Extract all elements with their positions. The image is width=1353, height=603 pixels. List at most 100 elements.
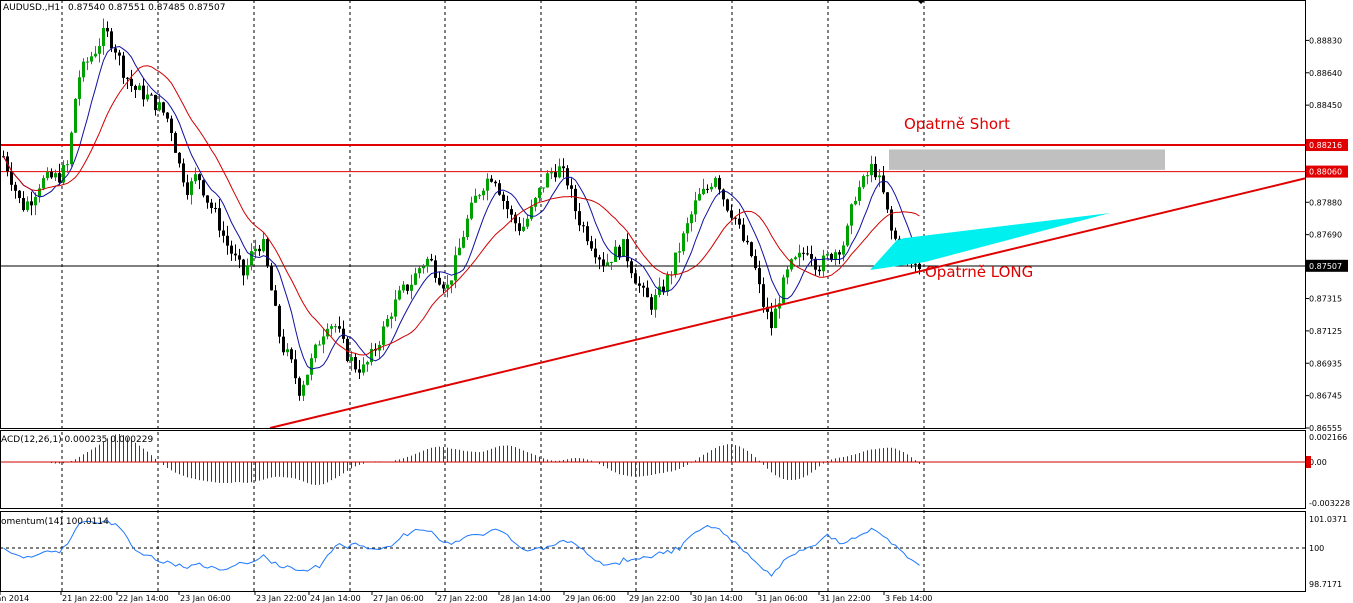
candle-body (462, 236, 465, 248)
candle-body (42, 178, 45, 189)
candle-body (574, 188, 577, 212)
candle-body (714, 178, 717, 187)
candle-body (814, 258, 817, 270)
momentum-label: omentum(14) 100.0114 (1, 517, 109, 527)
candle-body (310, 358, 313, 375)
candle-body (506, 200, 509, 210)
time-label: 27 Jan 06:00 (373, 594, 424, 603)
candle-body (802, 252, 805, 254)
candle-body (318, 344, 321, 346)
candle-body (598, 257, 601, 260)
candle-body (786, 269, 789, 278)
candle-body (166, 112, 169, 119)
momentum-line (3, 520, 920, 577)
candle-body (134, 85, 137, 90)
time-label: 28 Jan 14:00 (500, 594, 551, 603)
candle-body (370, 348, 373, 363)
candle-body (226, 235, 229, 246)
price-tick-label: 0.87880 (1309, 198, 1342, 207)
candle-body (258, 248, 261, 252)
candle-body (514, 214, 517, 224)
pane-frames (0, 0, 1306, 592)
candle-body (694, 200, 697, 215)
candle-body (610, 261, 613, 263)
candle-body (826, 253, 829, 256)
candle-body (298, 378, 301, 396)
candle-body (866, 175, 869, 177)
candle-body (66, 164, 69, 166)
candle-body (458, 247, 461, 256)
candle-body (762, 284, 765, 307)
candle-body (78, 77, 81, 99)
candle-body (242, 259, 245, 276)
candle-body (818, 269, 821, 272)
time-label: 29 Jan 22:00 (629, 594, 680, 603)
candle-body (834, 252, 837, 261)
candle-body (918, 263, 921, 269)
candle-body (766, 306, 769, 312)
fast-ma-line (3, 45, 920, 370)
candle-body (858, 187, 861, 201)
candle-body (210, 202, 213, 208)
candle-body (366, 362, 369, 365)
candle-body (418, 268, 421, 274)
candle-body (302, 384, 305, 396)
candle-body (450, 280, 453, 285)
candle-body (50, 171, 53, 178)
candle-body (334, 326, 337, 328)
candle-body (422, 266, 425, 269)
candle-body (686, 223, 689, 234)
candle-body (798, 252, 801, 258)
candle-body (850, 204, 853, 226)
candle-body (646, 287, 649, 298)
candle-body (186, 182, 189, 195)
candle-body (122, 55, 125, 78)
candle-body (414, 273, 417, 285)
candle-body (350, 357, 353, 361)
time-label: 29 Jan 06:00 (565, 594, 616, 603)
candle-body (146, 94, 149, 100)
candle-body (154, 94, 157, 111)
candle-body (322, 336, 325, 345)
pane-border (0, 430, 1306, 509)
candle-body (38, 188, 41, 197)
candle-body (194, 174, 197, 182)
candle-body (270, 265, 273, 291)
candle-body (486, 178, 489, 191)
candle-body (718, 178, 721, 190)
candle-body (602, 259, 605, 266)
candle-body (158, 102, 161, 111)
candle-body (30, 201, 33, 206)
candle-body (290, 349, 293, 360)
candle-body (178, 152, 181, 164)
candle-body (722, 189, 725, 200)
momentum-pane (0, 520, 1305, 577)
time-label: 31 Jan 22:00 (820, 594, 871, 603)
time-label: Jan 2014 (0, 594, 29, 603)
candle-body (362, 364, 365, 373)
candle-body (690, 214, 693, 224)
candle-body (102, 27, 105, 47)
candle-body (746, 240, 749, 243)
candle-body (662, 286, 665, 292)
candle-body (106, 27, 109, 32)
candle-body (730, 210, 733, 218)
slow-ma-line (3, 65, 920, 356)
candle-body (22, 198, 25, 211)
candle-body (558, 166, 561, 178)
candle-body (782, 277, 785, 304)
price-axis: 0.88830 0.88640 0.88450 0.87880 0.87690 0.873… (1305, 36, 1350, 589)
candle-body (306, 374, 309, 385)
candle-body (222, 230, 225, 236)
vertical-grid-lines (61, 0, 925, 591)
time-label: 22 Jan 14:00 (118, 594, 169, 603)
candle-body (878, 175, 881, 178)
candle-body (346, 338, 349, 361)
candle-body (534, 197, 537, 207)
symbol-title: AUDUSD.,H1 (3, 3, 60, 13)
price-tick-label: 0.88450 (1309, 101, 1342, 110)
time-label: 3 Feb 14:00 (885, 594, 932, 603)
candle-body (386, 318, 389, 327)
